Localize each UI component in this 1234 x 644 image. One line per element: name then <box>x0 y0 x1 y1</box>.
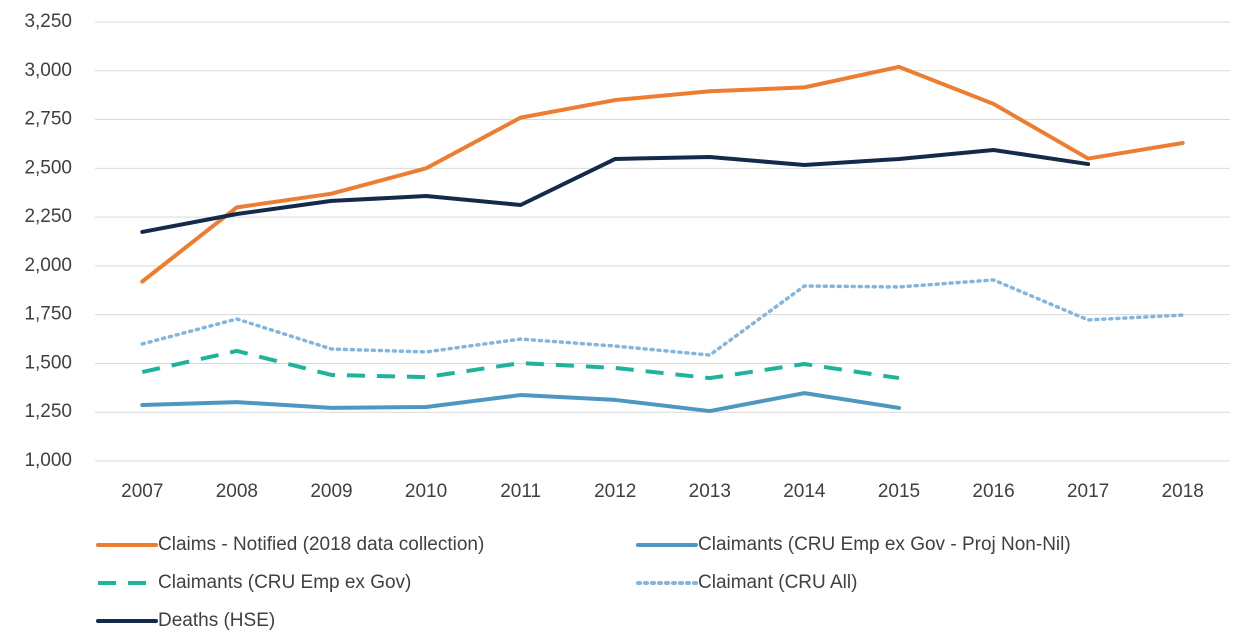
series-line <box>140 278 1185 357</box>
legend-label: Deaths (HSE) <box>158 610 275 631</box>
x-tick-label: 2017 <box>1067 481 1109 502</box>
y-tick-label: 2,750 <box>24 109 72 130</box>
y-tick-label: 1,250 <box>24 401 72 422</box>
y-tick-label: 2,000 <box>24 255 72 276</box>
x-tick-label: 2010 <box>405 481 447 502</box>
y-tick-label: 1,750 <box>24 304 72 325</box>
legend-label: Claimant (CRU All) <box>698 572 857 593</box>
y-tick-label: 3,250 <box>24 11 72 32</box>
x-tick-label: 2016 <box>972 481 1014 502</box>
x-tick-label: 2009 <box>310 481 352 502</box>
y-tick-label: 1,000 <box>24 450 72 471</box>
legend-label: Claimants (CRU Emp ex Gov) <box>158 572 411 593</box>
x-tick-label: 2018 <box>1162 481 1204 502</box>
x-tick-label: 2012 <box>594 481 636 502</box>
x-tick-label: 2015 <box>878 481 920 502</box>
x-tick-label: 2007 <box>121 481 163 502</box>
legend-label: Claimants (CRU Emp ex Gov - Proj Non-Nil… <box>698 534 1071 555</box>
series-line <box>140 64 1185 284</box>
series-line <box>141 348 900 381</box>
legend-label: Claims - Notified (2018 data collection) <box>158 534 484 555</box>
x-tick-label: 2014 <box>783 481 826 502</box>
y-tick-label: 2,500 <box>24 157 72 178</box>
series-line <box>140 391 901 414</box>
x-tick-label: 2013 <box>689 481 731 502</box>
x-tick-label: 2011 <box>500 481 541 502</box>
x-tick-label: 2008 <box>216 481 258 502</box>
y-tick-label: 2,250 <box>24 206 72 227</box>
y-tick-label: 1,500 <box>24 352 72 373</box>
series-line <box>140 147 1091 234</box>
y-tick-label: 3,000 <box>24 60 72 81</box>
